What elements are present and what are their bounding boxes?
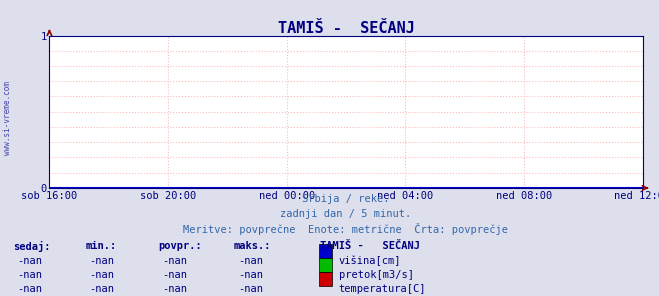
Text: -nan: -nan xyxy=(238,284,263,294)
Text: -nan: -nan xyxy=(17,284,42,294)
Text: -nan: -nan xyxy=(162,284,187,294)
Text: temperatura[C]: temperatura[C] xyxy=(339,284,426,294)
Text: -nan: -nan xyxy=(17,256,42,266)
Text: TAMIŠ -  SEČANJ: TAMIŠ - SEČANJ xyxy=(277,21,415,36)
Text: -nan: -nan xyxy=(90,256,115,266)
Text: TAMIŠ -   SEČANJ: TAMIŠ - SEČANJ xyxy=(320,241,420,251)
Text: -nan: -nan xyxy=(17,270,42,280)
Text: pretok[m3/s]: pretok[m3/s] xyxy=(339,270,414,280)
Text: Meritve: povprečne  Enote: metrične  Črta: povprečje: Meritve: povprečne Enote: metrične Črta:… xyxy=(183,223,509,236)
Text: sedaj:: sedaj: xyxy=(13,241,51,252)
Text: maks.:: maks.: xyxy=(234,241,272,251)
Text: -nan: -nan xyxy=(162,256,187,266)
Text: -nan: -nan xyxy=(238,270,263,280)
Text: zadnji dan / 5 minut.: zadnji dan / 5 minut. xyxy=(280,209,412,219)
Text: min.:: min.: xyxy=(86,241,117,251)
Text: -nan: -nan xyxy=(238,256,263,266)
Text: višina[cm]: višina[cm] xyxy=(339,256,401,266)
Text: -nan: -nan xyxy=(90,270,115,280)
Text: -nan: -nan xyxy=(90,284,115,294)
Text: Srbija / reke.: Srbija / reke. xyxy=(302,194,389,204)
Text: povpr.:: povpr.: xyxy=(158,241,202,251)
Text: -nan: -nan xyxy=(162,270,187,280)
Text: www.si-vreme.com: www.si-vreme.com xyxy=(3,81,13,155)
